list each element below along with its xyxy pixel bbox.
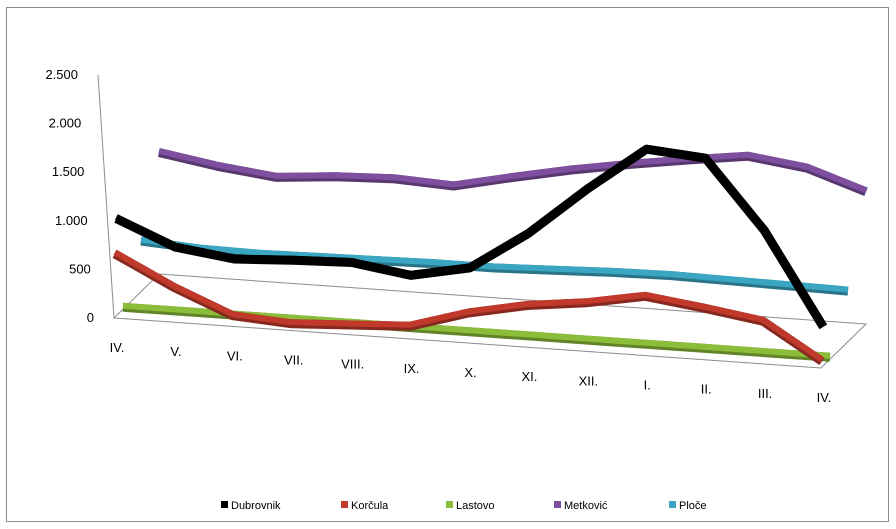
legend-swatch <box>446 501 453 508</box>
x-tick-label: II. <box>701 382 712 397</box>
legend-item: Metković <box>554 500 608 512</box>
legend-item: Korčula <box>341 500 389 512</box>
series-line <box>140 236 849 293</box>
floor-plane <box>112 273 868 369</box>
y-tick-label: 500 <box>69 261 91 276</box>
legend-swatch <box>341 501 348 508</box>
y-tick-label: 1.500 <box>52 164 85 179</box>
series-line <box>158 148 868 194</box>
y-tick-label: 1.000 <box>55 213 88 228</box>
legend-swatch <box>669 501 676 508</box>
legend-swatch <box>554 501 561 508</box>
legend-swatch <box>221 501 228 508</box>
series-line <box>114 144 826 327</box>
y-tick-label: 2.500 <box>45 67 78 82</box>
legend-label: Metković <box>564 500 608 512</box>
x-tick-label: IV. <box>817 390 832 405</box>
x-tick-label: V. <box>170 344 181 359</box>
x-tick-label: VIII. <box>341 357 364 372</box>
series-ploče <box>140 236 849 296</box>
series-metković <box>157 148 868 196</box>
y-axis-line <box>97 74 115 319</box>
x-tick-label: I. <box>644 378 651 393</box>
x-tick-label: VII. <box>284 353 304 368</box>
series-dubrovnik <box>114 144 828 330</box>
x-tick-label: IV. <box>110 340 125 355</box>
legend-label: Ploče <box>679 500 707 512</box>
x-tick-label: IX. <box>404 361 420 376</box>
legend-item: Ploče <box>669 500 707 512</box>
y-tick-label: 2.000 <box>49 116 82 131</box>
x-tick-label: VI. <box>227 348 243 363</box>
legend-label: Lastovo <box>456 500 495 512</box>
series-korčula <box>112 249 825 366</box>
x-tick-label: X. <box>464 365 476 380</box>
x-tick-label: XII. <box>579 373 599 388</box>
legend-item: Lastovo <box>446 500 495 512</box>
legend-label: Dubrovnik <box>231 500 281 512</box>
legend-item: Dubrovnik <box>221 500 281 512</box>
x-tick-label: III. <box>758 386 772 401</box>
y-tick-label: 0 <box>87 310 94 325</box>
series-line <box>113 249 824 363</box>
legend-label: Korčula <box>351 500 389 512</box>
x-tick-label: XI. <box>521 369 537 384</box>
